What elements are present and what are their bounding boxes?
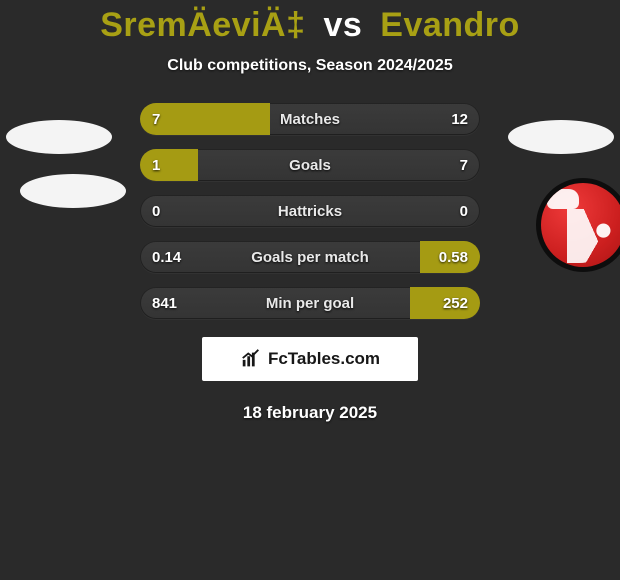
stat-row: 17Goals <box>140 149 480 181</box>
stat-label: Min per goal <box>140 287 480 319</box>
stat-label: Hattricks <box>140 195 480 227</box>
date-text: 18 february 2025 <box>0 403 620 423</box>
stats-container: 712Matches 17Goals 00Hattricks 0.140.58Goal… <box>0 103 620 319</box>
stat-row: 0.140.58Goals per match <box>140 241 480 273</box>
stat-label: Goals per match <box>140 241 480 273</box>
stat-label: Matches <box>140 103 480 135</box>
chart-icon <box>240 348 262 370</box>
comparison-title: SremÄeviÄ‡ vs Evandro <box>0 0 620 45</box>
stat-row: 00Hattricks <box>140 195 480 227</box>
brand-badge: FcTables.com <box>202 337 418 381</box>
brand-text: FcTables.com <box>268 349 380 369</box>
stat-row: 712Matches <box>140 103 480 135</box>
player2-name: Evandro <box>380 6 520 44</box>
stat-row: 841252Min per goal <box>140 287 480 319</box>
stat-label: Goals <box>140 149 480 181</box>
player1-name: SremÄeviÄ‡ <box>100 6 305 44</box>
subtitle: Club competitions, Season 2024/2025 <box>0 57 620 75</box>
vs-separator: vs <box>323 6 362 44</box>
